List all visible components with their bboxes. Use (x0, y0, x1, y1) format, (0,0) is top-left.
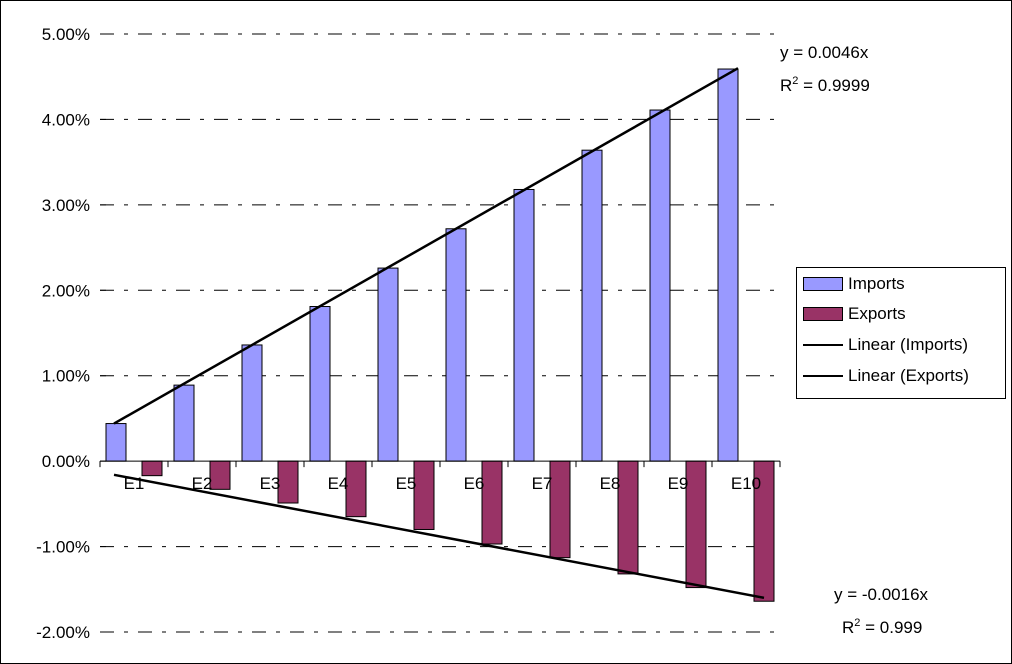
bar-exports (549, 460, 571, 559)
exports-trend-r2: R2 = 0.999 (842, 617, 922, 637)
x-tick-label: E9 (668, 474, 689, 493)
gridlines (100, 33, 780, 633)
bar-exports (617, 460, 639, 575)
y-tick-label: 1.00% (42, 367, 90, 386)
legend-item-linear-imports: Linear (Imports) (803, 334, 968, 356)
x-tick-label: E5 (396, 474, 417, 493)
bar-imports (309, 306, 331, 462)
imports-trend-r2: R2 = 0.9999 (780, 75, 870, 95)
y-tick-label: 2.00% (42, 281, 90, 300)
x-tick-label: E6 (464, 474, 485, 493)
bar-exports (685, 460, 707, 589)
exports-r2-sup: 2 (854, 617, 860, 629)
trendline-imports (113, 67, 739, 425)
legend-swatch-imports (803, 277, 843, 291)
bar-exports (209, 460, 231, 490)
x-tick-label: E4 (328, 474, 349, 493)
trendline-exports (113, 473, 765, 600)
legend-swatch-exports (803, 307, 843, 321)
legend-item-imports: Imports (803, 273, 905, 295)
y-tick-label: 3.00% (42, 196, 90, 215)
bar-exports (277, 460, 299, 504)
bar-imports (581, 149, 603, 462)
legend-label-exports: Exports (848, 304, 906, 323)
y-tick-label: -2.00% (36, 623, 90, 642)
imports-r2-sup: 2 (792, 75, 798, 87)
x-tick-label: E7 (532, 474, 553, 493)
y-tick-label: 5.00% (42, 25, 90, 44)
bar-imports (513, 188, 535, 462)
y-tick-label: 4.00% (42, 110, 90, 129)
imports-r2-value: = 0.9999 (798, 76, 869, 95)
x-tick-label: E2 (192, 474, 213, 493)
legend-line-linear-imports (803, 344, 843, 346)
x-tick-label: E1 (124, 474, 145, 493)
x-tick-label: E8 (600, 474, 621, 493)
y-tick-label: 0.00% (42, 452, 90, 471)
bar-exports (141, 460, 163, 477)
bar-imports (173, 384, 195, 462)
trendlines (113, 67, 765, 600)
bar-imports (717, 68, 739, 462)
bar-imports (105, 423, 127, 462)
axis-labels: 5.00% 4.00% 3.00% 2.00% 1.00% 0.00% -1.00% -2.0… (36, 25, 761, 642)
exports-trend-equation: y = -0.0016x (834, 585, 929, 604)
legend-line-linear-exports (803, 375, 843, 377)
bar-exports (345, 460, 367, 518)
exports-r2-value: = 0.999 (860, 618, 922, 637)
bar-exports (413, 460, 435, 530)
bars (105, 68, 775, 602)
legend-label-linear-imports: Linear (Imports) (848, 335, 968, 354)
legend-label-imports: Imports (848, 274, 905, 293)
imports-trend-equation: y = 0.0046x (780, 43, 869, 62)
legend-label-linear-exports: Linear (Exports) (848, 366, 969, 385)
bar-imports (241, 344, 263, 462)
bar-imports (377, 267, 399, 462)
y-tick-label: -1.00% (36, 538, 90, 557)
legend: Imports Exports Linear (Imports) Linear … (796, 267, 1006, 399)
legend-item-exports: Exports (803, 303, 906, 325)
bar-exports (481, 460, 503, 545)
legend-item-linear-exports: Linear (Exports) (803, 365, 969, 387)
imports-r2-label: R (780, 76, 792, 95)
x-tick-label: E3 (260, 474, 281, 493)
exports-r2-label: R (842, 618, 854, 637)
bar-imports (649, 109, 671, 462)
bar-imports (445, 228, 467, 462)
x-tick-label: E10 (731, 474, 761, 493)
axes (99, 33, 781, 633)
